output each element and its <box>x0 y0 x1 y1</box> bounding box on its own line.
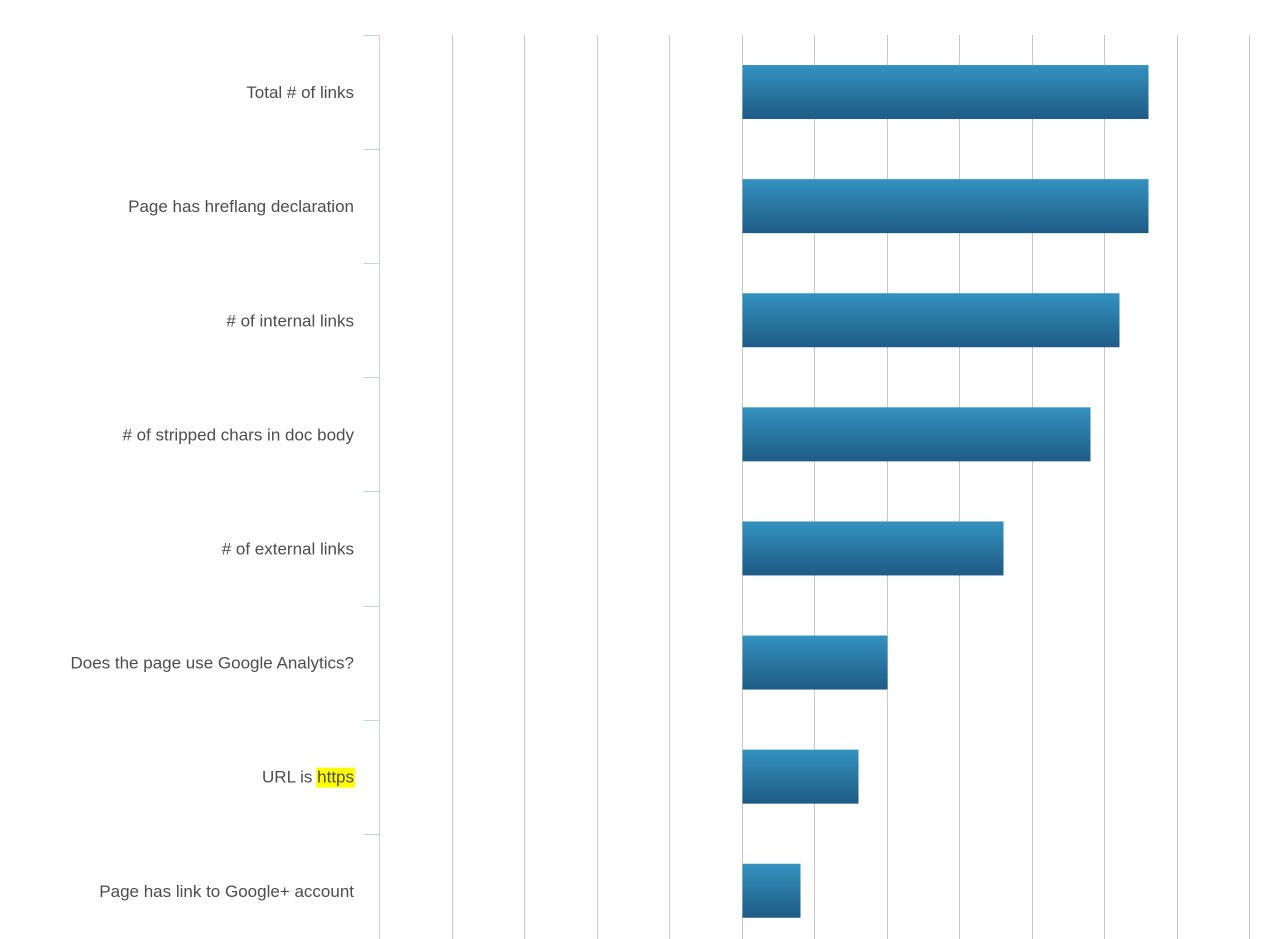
category-label: URL is https <box>262 768 354 787</box>
category-labels: Total # of links Page has hreflang declar… <box>70 83 355 901</box>
text-highlight <box>316 767 355 788</box>
category-label: # of internal links <box>226 311 354 330</box>
bar <box>742 749 859 804</box>
category-label: # of stripped chars in doc body <box>122 425 354 444</box>
category-axis <box>363 35 380 835</box>
category-label: # of external links <box>222 539 354 558</box>
category-label: Page has link to Google+ account <box>99 882 354 901</box>
highlight-span: https <box>317 768 354 787</box>
bar <box>742 521 1004 576</box>
category-label: Total # of links <box>246 83 354 102</box>
bar <box>742 407 1091 462</box>
bar <box>742 635 888 690</box>
bar <box>742 179 1149 234</box>
bar <box>742 863 801 918</box>
category-label: Page has hreflang declaration <box>128 197 354 216</box>
bar <box>742 65 1149 120</box>
bar <box>742 293 1120 348</box>
bars <box>742 65 1149 918</box>
category-label: Does the page use Google Analytics? <box>70 654 354 673</box>
